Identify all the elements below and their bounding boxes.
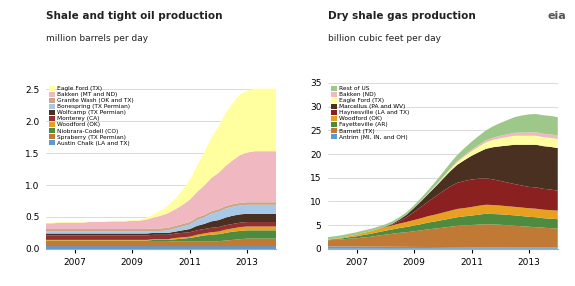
Legend: Rest of US, Bakken (ND), Eagle Ford (TX), Marcellus (PA and WV), Haynesville (LA: Rest of US, Bakken (ND), Eagle Ford (TX)… — [331, 86, 409, 140]
Text: million barrels per day: million barrels per day — [46, 34, 148, 43]
Text: Dry shale gas production: Dry shale gas production — [328, 11, 476, 21]
Legend: Eagle Ford (TX), Bakken (MT and ND), Granite Wash (OK and TX), Bonespring (TX Pe: Eagle Ford (TX), Bakken (MT and ND), Gra… — [49, 86, 133, 146]
Text: billion cubic feet per day: billion cubic feet per day — [328, 34, 441, 43]
Text: Shale and tight oil production: Shale and tight oil production — [46, 11, 223, 21]
Text: eia: eia — [547, 11, 566, 21]
